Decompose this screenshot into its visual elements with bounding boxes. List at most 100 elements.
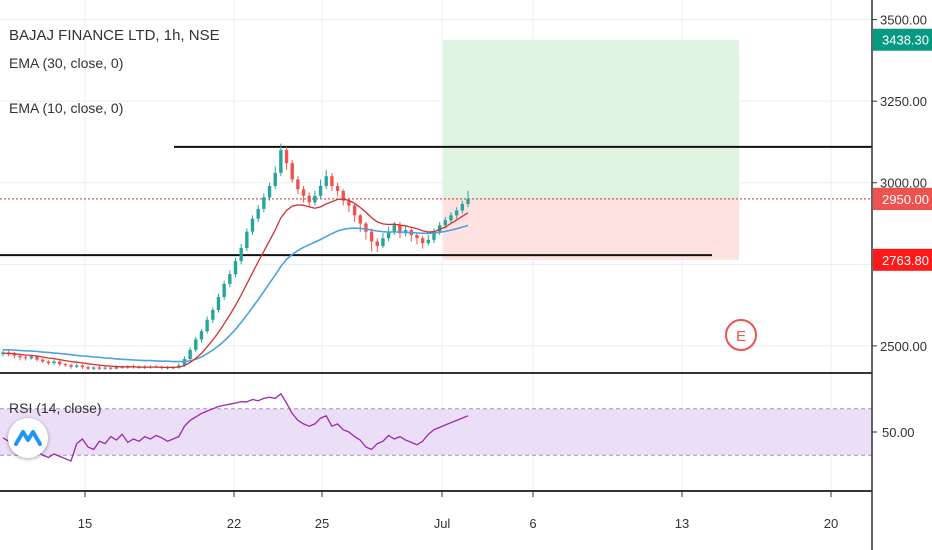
- legend-rsi[interactable]: RSI (14, close): [9, 400, 102, 416]
- tradingview-logo-icon[interactable]: [8, 418, 48, 458]
- ema-layer: [2, 198, 469, 369]
- candle: [392, 225, 396, 232]
- candles-layer: [1, 143, 470, 371]
- earnings-marker-icon[interactable]: E: [725, 319, 757, 351]
- candle: [256, 208, 260, 219]
- candle: [228, 274, 232, 284]
- chart-title: BAJAJ FINANCE LTD, 1h, NSE: [9, 27, 220, 44]
- candle: [335, 186, 340, 191]
- price-tag: [873, 28, 932, 51]
- candle: [415, 234, 419, 239]
- candle: [460, 203, 465, 211]
- candle: [114, 366, 119, 369]
- candle: [296, 179, 300, 190]
- loss-zone: [443, 199, 739, 260]
- candle: [211, 310, 215, 320]
- time-tick-label: 13: [675, 516, 689, 531]
- time-tick-label: 25: [315, 516, 329, 531]
- price-tag-label: 3438.30: [882, 33, 929, 48]
- candle: [92, 367, 96, 369]
- price-tick-label: 3000.00: [880, 176, 927, 191]
- price-tag: [873, 188, 932, 211]
- candle: [86, 367, 90, 369]
- ema30-line: [3, 224, 469, 363]
- candle: [347, 200, 351, 206]
- candle: [23, 357, 28, 359]
- rsi-band: [0, 408, 872, 456]
- candle: [375, 241, 379, 247]
- time-tick-label: 6: [529, 516, 536, 531]
- candle: [369, 231, 374, 242]
- time-tick-label: Jul: [434, 516, 451, 531]
- candle: [437, 225, 442, 232]
- candle: [267, 186, 272, 198]
- candle: [449, 215, 453, 221]
- candle: [432, 231, 436, 240]
- candle: [307, 195, 311, 203]
- rsi-line: [2, 392, 469, 462]
- candle: [330, 176, 334, 186]
- time-tick-label: 20: [824, 516, 838, 531]
- candle: [341, 190, 345, 201]
- candle: [364, 223, 368, 232]
- candle: [318, 186, 323, 196]
- candle: [352, 205, 357, 216]
- candle: [18, 355, 22, 358]
- price-tick-label: 3500.00: [880, 13, 927, 28]
- candle: [188, 349, 192, 359]
- candle: [239, 248, 243, 262]
- price-tick-label: 2500.00: [880, 339, 927, 354]
- candle: [301, 189, 306, 196]
- legend-ema10[interactable]: EMA (10, close, 0): [9, 100, 124, 116]
- candle: [398, 225, 402, 234]
- candle: [245, 231, 249, 248]
- candle: [205, 319, 209, 332]
- candle: [58, 361, 62, 365]
- candle: [386, 231, 391, 239]
- price-tag-label: 2950.00: [882, 192, 929, 207]
- candle: [194, 339, 198, 350]
- rsi-level-label: 50.00: [882, 425, 915, 440]
- candle: [358, 215, 362, 224]
- candle: [29, 356, 34, 359]
- profit-zone: [443, 39, 739, 200]
- candle: [324, 176, 328, 186]
- candle: [222, 283, 226, 297]
- candle: [75, 365, 79, 367]
- candle: [420, 238, 425, 244]
- horizontal-levels[interactable]: [0, 145, 872, 257]
- candle: [279, 150, 283, 173]
- candle: [250, 218, 255, 232]
- candle: [40, 359, 45, 362]
- candle: [199, 331, 204, 340]
- candle: [216, 296, 221, 310]
- candle: [63, 364, 68, 366]
- position-zones[interactable]: [443, 39, 739, 260]
- candle: [35, 356, 39, 360]
- candle: [97, 367, 102, 369]
- candle: [46, 361, 51, 364]
- legend-ema30[interactable]: EMA (30, close, 0): [9, 55, 124, 71]
- candle: [103, 367, 107, 369]
- candle: [273, 172, 277, 186]
- candle: [262, 197, 266, 209]
- candle: [109, 367, 113, 369]
- time-tick-label: 15: [78, 516, 92, 531]
- candle: [290, 163, 294, 180]
- candle: [454, 210, 459, 216]
- axes-layer: 3500.00 3250.00 3000.00 2500.00 3438.30 2950.…: [78, 0, 932, 550]
- price-tick-label: 3250.00: [880, 94, 927, 109]
- candle: [381, 238, 385, 247]
- rsi-layer: [0, 372, 872, 492]
- candle: [52, 361, 56, 364]
- price-tag: [873, 248, 932, 271]
- candle: [313, 195, 317, 203]
- candle: [443, 220, 448, 226]
- price-tag-label: 2763.80: [882, 253, 929, 268]
- candle: [426, 239, 431, 244]
- ema10-line: [2, 198, 469, 369]
- candle: [233, 261, 238, 275]
- candle: [284, 150, 289, 164]
